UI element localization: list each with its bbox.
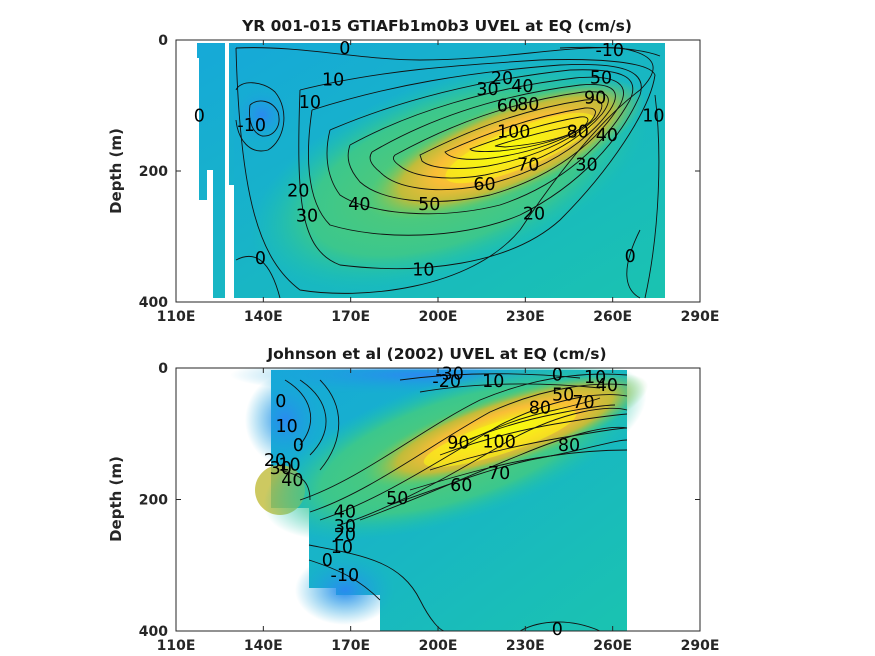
panel-2: Johnson et al (2002) UVEL at EQ (cm/s) D… [107,345,720,654]
x-tick-label: 230E [506,638,545,654]
contour-label: 30 [270,459,292,479]
x-tick-label: 230E [506,309,545,325]
contour-label: 20 [264,451,286,471]
contour-label: 0 [255,249,266,269]
contour-label: 20 [334,525,356,545]
panel-2-title: Johnson et al (2002) UVEL at EQ (cm/s) [266,345,606,363]
contour-label: 10 [584,368,606,388]
x-tick-label: 110E [157,638,196,654]
contour-label: 40 [596,126,618,146]
contour-label: 10 [642,106,664,126]
contour-label: 90 [447,433,469,453]
contour-label: 10 [275,417,297,437]
panel-2-contours [279,373,628,631]
contour-label: 10 [331,538,353,558]
contour-label: 40 [596,376,618,396]
contour-label: 60 [473,175,495,195]
contour-label: 0 [339,39,350,59]
y-tick-label: 0 [158,361,168,377]
contour-label: 60 [497,97,519,117]
contour-label: 40 [281,471,303,491]
panel-1-contours [235,46,661,299]
y-tick-label: 200 [139,493,168,509]
contour-label: 70 [488,464,510,484]
contour-label: 30 [334,517,356,537]
x-tick-label: 200E [419,638,458,654]
contour-label: 30 [575,155,597,175]
contour-label: -20 [432,372,461,392]
contour-label: 0 [552,366,563,386]
contour-label: 10 [322,70,344,90]
contour-label: 0 [625,247,636,267]
contour-label: 0 [194,106,205,126]
panel-1-xticks: 110E 140E 170E 200E 230E 260E 290E [157,40,720,325]
contour-label: 10 [299,93,321,113]
contour-label: 0 [552,620,563,640]
contour-label: 40 [348,195,370,215]
x-tick-label: 290E [681,309,720,325]
contour-label: 100 [497,123,530,143]
contour-label: 30 [296,207,318,227]
x-tick-label: 140E [244,638,283,654]
contour-label: 0 [322,551,333,571]
contour-label: 20 [491,69,513,89]
y-tick-label: 400 [139,295,168,311]
y-tick-label: 200 [139,164,168,180]
x-tick-label: 110E [157,309,196,325]
contour-label: -10 [237,116,266,136]
x-tick-label: 170E [331,309,370,325]
contour-label: 50 [418,195,440,215]
contour-label: 10 [278,456,300,476]
panel-2-field [176,368,700,631]
contour-label: 70 [517,155,539,175]
contour-label: -10 [595,41,624,61]
contour-label: -30 [435,364,464,384]
contour-label: 10 [482,372,504,392]
panel-1-title: YR 001-015 GTIAFb1m0b3 UVEL at EQ (cm/s) [241,17,632,35]
panel-1-ylabel: Depth (m) [107,128,125,214]
contour-label: -10 [331,566,360,586]
contour-label: 80 [567,123,589,143]
contour-label: 90 [584,89,606,109]
contour-label: 20 [287,182,309,202]
y-tick-label: 400 [139,624,168,640]
contour-label: 50 [552,385,574,405]
contour-label: 80 [517,95,539,115]
contour-label: 30 [476,80,498,100]
x-tick-label: 290E [681,638,720,654]
contour-label: 40 [334,502,356,522]
panel-2-xticks: 110E 140E 170E 200E 230E 260E 290E [157,368,720,654]
contour-label: 50 [386,489,408,509]
contour-label: 40 [511,77,533,97]
x-tick-label: 260E [593,309,632,325]
contour-label: 0 [275,392,286,412]
contour-label: 20 [523,205,545,225]
contour-label: 60 [450,476,472,496]
x-tick-label: 140E [244,309,283,325]
contour-label: 70 [572,393,594,413]
panel-1: YR 001-015 GTIAFb1m0b3 UVEL at EQ (cm/s)… [107,17,720,325]
y-tick-label: 0 [158,33,168,49]
contour-label: 0 [293,436,304,456]
contour-label: 80 [529,398,551,418]
contour-label: 10 [412,260,434,280]
x-tick-label: 170E [331,638,370,654]
x-tick-label: 200E [419,309,458,325]
contour-label: 80 [558,436,580,456]
contour-label: 100 [482,433,515,453]
contour-label: 50 [590,68,612,88]
panel-2-ylabel: Depth (m) [107,456,125,542]
panel-1-field [176,40,700,302]
x-tick-label: 260E [593,638,632,654]
